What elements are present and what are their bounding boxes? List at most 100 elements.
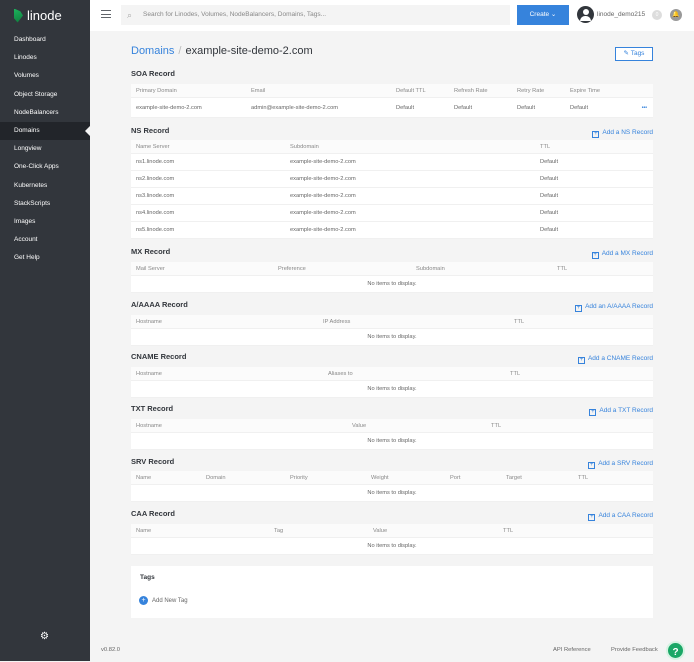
soa-record-heading: SOA Record (131, 69, 175, 78)
sidebar-item-kubernetes[interactable]: Kubernetes (14, 181, 48, 189)
column-header[interactable]: Value (352, 423, 367, 429)
user-avatar[interactable] (577, 6, 594, 23)
column-header[interactable]: Refresh Rate (454, 88, 488, 94)
column-header[interactable]: Hostname (136, 319, 162, 325)
add-new-tag-button[interactable]: + Add New Tag (139, 596, 188, 605)
column-header[interactable]: TTL (514, 319, 525, 325)
table-cell: example-site-demo-2.com (136, 105, 202, 111)
search-icon: ⌕ (127, 10, 133, 20)
sidebar-item-stackscripts[interactable]: StackScripts (14, 199, 51, 207)
settings-gear-icon[interactable]: ⚙ (40, 631, 49, 642)
sidebar-item-get-help[interactable]: Get Help (14, 254, 40, 262)
bell-icon[interactable]: 🔔 (670, 9, 682, 21)
more-actions-icon[interactable]: ••• (641, 105, 647, 111)
column-header[interactable]: Subdomain (416, 266, 445, 272)
column-header[interactable]: TTL (540, 144, 551, 150)
table-cell: Default (396, 105, 415, 111)
sidebar-item-images[interactable]: Images (14, 218, 36, 225)
column-header[interactable]: Preference (278, 266, 306, 272)
column-header[interactable]: TTL (503, 528, 514, 534)
notification-count-badge[interactable]: 0 (652, 10, 662, 20)
column-header[interactable]: IP Address (323, 319, 351, 325)
sidebar-item-account[interactable]: Account (14, 236, 38, 244)
column-header[interactable]: TTL (578, 475, 589, 481)
table-cell: Default (540, 159, 559, 165)
sidebar-item-linodes[interactable]: Linodes (14, 54, 37, 62)
column-header[interactable]: Retry Rate (517, 88, 545, 94)
sidebar-item-dashboard[interactable]: Dashboard (14, 36, 46, 43)
column-header[interactable]: Mail Server (136, 266, 165, 272)
column-header[interactable]: Target (506, 475, 522, 481)
add-caa-record-button[interactable]: + Add a CAA Record (588, 512, 653, 521)
tags-title: Tags (140, 574, 155, 581)
txt-record-heading: TXT Record (131, 404, 174, 413)
sidebar-item-one-click-apps[interactable]: One-Click Apps (14, 163, 59, 171)
search-placeholder: Search for Linodes, Volumes, NodeBalance… (143, 11, 327, 18)
column-header[interactable]: Name (136, 528, 152, 534)
sidebar-item-volumes[interactable]: Volumes (14, 72, 39, 80)
column-header[interactable]: TTL (491, 423, 502, 429)
add-txt-record-button[interactable]: + Add a TXT Record (589, 407, 653, 416)
sidebar-item-longview[interactable]: Longview (14, 145, 42, 153)
column-header[interactable]: Default TTL (396, 88, 426, 94)
column-header[interactable]: Priority (290, 475, 308, 481)
column-header[interactable]: TTL (510, 371, 521, 377)
column-header[interactable]: Weight (371, 475, 389, 481)
sidebar-item-object-storage[interactable]: Object Storage (14, 90, 58, 98)
linode-logo[interactable]: linode (14, 8, 62, 23)
page-title: example-site-demo-2.com (185, 45, 313, 57)
provide-feedback-link[interactable]: Provide Feedback (611, 647, 658, 653)
add-mx-record-button[interactable]: + Add a MX Record (591, 250, 653, 259)
add-box-icon: + (589, 409, 597, 416)
add-ns-record-button[interactable]: + Add a NS Record (592, 129, 653, 138)
search-input[interactable]: ⌕ Search for Linodes, Volumes, NodeBalanc… (121, 5, 510, 25)
menu-toggle-icon[interactable] (101, 10, 111, 21)
add-box-icon: + (591, 252, 599, 259)
column-header[interactable]: Domain (206, 475, 226, 481)
table-cell: admin@example-site-demo-2.com (251, 105, 339, 111)
breadcrumb-domains-link[interactable]: Domains (131, 45, 175, 57)
linode-logo-icon (14, 8, 23, 23)
empty-message: No items to display. (367, 281, 417, 287)
api-reference-link[interactable]: API Reference (553, 647, 591, 653)
column-header[interactable]: Name Server (136, 144, 170, 150)
username[interactable]: linode_demo215 (597, 11, 646, 18)
plus-circle-icon: + (139, 596, 148, 605)
add-cname-record-button[interactable]: + Add a CNAME Record (577, 355, 653, 364)
column-header[interactable]: Port (450, 475, 461, 481)
add-srv-record-button[interactable]: + Add a SRV Record (588, 460, 653, 469)
column-header[interactable]: Expire Time (570, 88, 601, 94)
add-record-label: Add a NS Record (602, 129, 653, 136)
srv-record-heading: SRV Record (131, 457, 175, 466)
tags-button[interactable]: ✎ Tags (615, 47, 653, 61)
pencil-icon: ✎ (623, 50, 629, 57)
brand-name: linode (27, 8, 62, 23)
column-header[interactable]: Value (373, 528, 388, 534)
add-aaaaa-record-button[interactable]: + Add an A/AAAA Record (575, 303, 653, 312)
column-header[interactable]: Hostname (136, 371, 162, 377)
column-header[interactable]: Name (136, 475, 152, 481)
aaaaa-record-heading: A/AAAA Record (131, 300, 188, 309)
create-button[interactable]: Create ⌄ (517, 5, 569, 25)
txt-record-table: Hostname Value TTL No items to display. (131, 419, 653, 450)
empty-row: No items to display. (131, 433, 653, 450)
table-cell: Default (517, 105, 536, 111)
help-chat-icon[interactable]: ? (666, 641, 685, 660)
column-header[interactable]: Primary Domain (136, 88, 177, 94)
column-header[interactable]: Aliases to (328, 371, 353, 377)
table-cell: ns2.linode.com (136, 176, 175, 182)
column-header[interactable]: Email (251, 88, 266, 94)
sidebar-item-domains[interactable]: Domains (0, 122, 90, 140)
sidebar-item-nodebalancers[interactable]: NodeBalancers (14, 108, 59, 116)
empty-message: No items to display. (367, 386, 417, 392)
column-header[interactable]: Subdomain (290, 144, 319, 150)
column-header[interactable]: TTL (557, 266, 568, 272)
table-header-row: Mail Server Preference Subdomain TTL (131, 262, 653, 276)
empty-message: No items to display. (367, 334, 417, 340)
table-row: ns4.linode.com example-site-demo-2.com Def… (131, 205, 653, 222)
cname-record-heading: CNAME Record (131, 352, 187, 361)
breadcrumb: Domains / example-site-demo-2.com (131, 45, 313, 57)
column-header[interactable]: Hostname (136, 423, 162, 429)
table-cell: ns1.linode.com (136, 159, 175, 165)
column-header[interactable]: Tag (274, 528, 284, 534)
